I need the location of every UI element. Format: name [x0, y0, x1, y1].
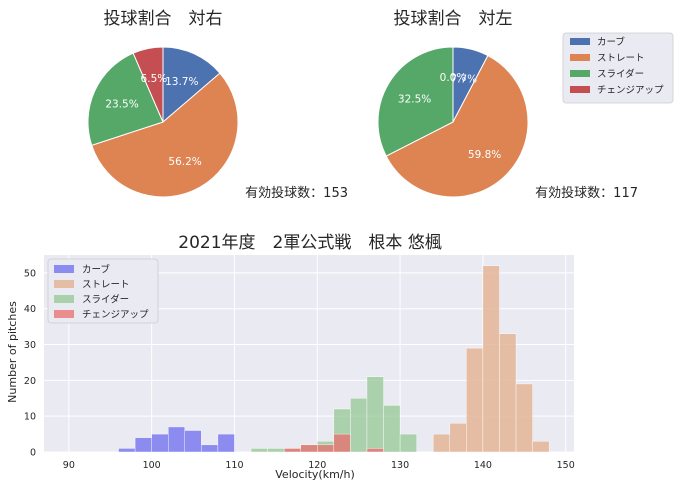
pie-legend-swatch-3 [570, 86, 590, 93]
pie-legend-label-1: ストレート [597, 53, 645, 64]
pie-chart-right: 投球割合 対右 13.7% 56.2% 23.5% 6.5% 有効投球数：153 [87, 9, 348, 201]
hist-bar-s0-b5 [201, 444, 219, 453]
pie-left-label-0: 7.7% [450, 73, 477, 85]
hist-bar-s0-b0 [118, 448, 136, 453]
xtick-140: 140 [474, 460, 492, 471]
hist-bar-s1-b2 [466, 347, 484, 453]
ytick-50: 50 [24, 268, 36, 279]
pie-left-label-1: 59.8% [468, 149, 501, 161]
xtick-150: 150 [557, 460, 575, 471]
histogram-title: 2021年度 2軍公式戦 根本 悠楓 [178, 233, 441, 253]
hist-bar-s2-b9 [399, 433, 417, 453]
pie-left-slices [377, 46, 529, 198]
hist-bar-s3-b3 [333, 433, 351, 453]
pie-legend-swatch-2 [570, 70, 590, 77]
xtick-100: 100 [143, 460, 161, 471]
hist-bar-s2-b0 [250, 448, 268, 453]
pie-right-annotation: 有効投球数：153 [245, 185, 348, 201]
hist-bar-s2-b6 [350, 398, 368, 453]
pie-left-label-3: 0.0% [440, 72, 467, 84]
pie-chart-left: 投球割合 対左 7.7% 59.8% 32.5% 0.0% 有効投球数：117 [377, 9, 638, 201]
hist-legend-box [47, 258, 159, 324]
hist-legend-swatch-3 [54, 310, 74, 318]
hist-legend-swatch-0 [54, 265, 74, 273]
ytick-40: 40 [24, 304, 36, 315]
histogram-bars [118, 265, 550, 453]
pie-legend-label-3: チェンジアップ [597, 85, 664, 96]
hist-legend-swatch-1 [54, 280, 74, 288]
pie-right-slices [87, 46, 239, 198]
hist-bar-s1-b0 [433, 433, 450, 453]
hist-bar-s1-b4 [499, 333, 517, 453]
ytick-20: 20 [24, 376, 36, 387]
hist-bar-s2-b8 [383, 405, 401, 453]
hist-bar-s0-b4 [184, 430, 202, 453]
pie-legend-label-2: スライダー [597, 68, 644, 80]
pie-right-slice-2 [87, 52, 164, 146]
pie-legend-swatch-1 [570, 54, 590, 61]
hist-bar-s3-b4 [366, 448, 384, 453]
xtick-120: 120 [308, 460, 326, 471]
hist-legend-swatch-2 [54, 295, 74, 303]
pie-legend-box [562, 32, 674, 104]
pie-left-labels: 7.7% 59.8% 32.5% 0.0% [398, 72, 501, 161]
hist-bar-s3-b2 [317, 444, 335, 453]
hist-bar-s1-b3 [482, 265, 500, 453]
pie-legend-swatch-0 [570, 38, 590, 45]
hist-bar-s1-b1 [449, 423, 467, 453]
hist-bar-s0-b3 [168, 426, 185, 453]
pie-left-title: 投球割合 対左 [394, 9, 513, 29]
ytick-10: 10 [24, 412, 36, 423]
pie-right-label-2: 23.5% [105, 99, 138, 111]
histogram-xlabel: Velocity(km/h) [275, 468, 355, 481]
hist-bar-s1-b6 [532, 441, 550, 453]
pie-right-labels: 13.7% 56.2% 23.5% 6.5% [105, 73, 201, 168]
hist-bar-s1-b5 [515, 383, 533, 453]
xtick-130: 130 [391, 460, 409, 471]
pie-left-annotation: 有効投球数：117 [535, 185, 638, 201]
hist-bar-s2-b1 [267, 448, 285, 453]
pie-right-label-1: 56.2% [168, 156, 201, 168]
hist-legend-label-3: チェンジアップ [82, 310, 149, 321]
pie-right-title: 投球割合 対右 [104, 9, 223, 29]
pie-right-slice-3 [132, 46, 164, 123]
hist-bar-s3-b0 [283, 448, 301, 453]
xtick-90: 90 [63, 460, 75, 471]
pie-right-label-3: 6.5% [141, 73, 168, 85]
xtick-110: 110 [225, 460, 243, 471]
hist-bar-s0-b6 [217, 433, 235, 453]
pie-left-slice-2 [377, 46, 454, 157]
pie-right-slice-1 [91, 72, 239, 198]
hist-bar-s0-b1 [134, 437, 152, 453]
ytick-0: 0 [30, 448, 36, 459]
pie-left-slice-1 [385, 54, 529, 198]
pie-legend-label-0: カーブ [597, 36, 625, 48]
histogram: 90 100 110 120 130 140 150 0 10 20 30 40 50 カーブストレート… [24, 255, 575, 471]
hist-bar-s2-b7 [366, 376, 384, 453]
ytick-30: 30 [24, 340, 36, 351]
hist-bar-s3-b1 [300, 444, 318, 453]
hist-legend-label-2: スライダー [82, 294, 129, 306]
pie-right-label-0: 13.7% [165, 76, 198, 88]
pie-right-slice-0 [162, 46, 221, 124]
pie-left-label-2: 32.5% [398, 94, 431, 106]
hist-bar-s0-b2 [151, 433, 169, 453]
hist-legend-label-1: ストレート [82, 280, 130, 291]
histogram-ylabel: Number of pitches [6, 301, 19, 403]
histogram-ticks: 90 100 110 120 130 140 150 0 10 20 30 40 50 [24, 268, 575, 471]
hist-legend-label-0: カーブ [82, 264, 110, 276]
